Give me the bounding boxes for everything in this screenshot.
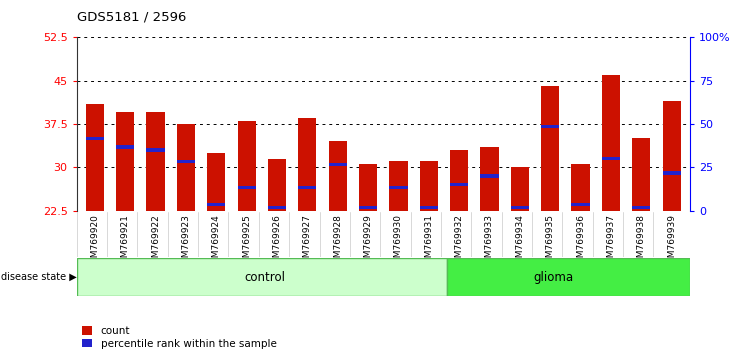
Bar [328,141,347,211]
Bar [541,86,559,211]
Bar [207,203,226,206]
Bar [632,206,650,209]
Text: GSM769922: GSM769922 [151,214,160,269]
Bar [602,75,620,211]
Bar [389,186,407,189]
Bar [359,164,377,211]
Text: GSM769939: GSM769939 [667,214,676,269]
Text: GSM769921: GSM769921 [120,214,130,269]
Bar [147,112,165,211]
Bar [480,175,499,177]
Bar [511,206,529,209]
Bar [77,258,447,296]
Text: GDS5181 / 2596: GDS5181 / 2596 [77,10,186,23]
Text: GSM769934: GSM769934 [515,214,524,269]
Bar [299,118,317,211]
Bar [268,159,286,211]
Bar [116,145,134,149]
Text: GSM769933: GSM769933 [485,214,494,269]
Bar [663,171,681,175]
Bar [602,157,620,160]
Text: GSM769936: GSM769936 [576,214,585,269]
Bar [359,206,377,209]
Text: GSM769927: GSM769927 [303,214,312,269]
Text: GSM769928: GSM769928 [333,214,342,269]
Text: GSM769932: GSM769932 [455,214,464,269]
Text: glioma: glioma [533,270,573,284]
Text: disease state ▶: disease state ▶ [1,272,77,282]
Bar [177,160,195,163]
Text: GSM769937: GSM769937 [607,214,615,269]
Bar [237,121,255,211]
Bar [541,125,559,129]
Bar [420,206,438,209]
Bar [299,186,317,189]
Text: GSM769929: GSM769929 [364,214,372,269]
Text: GSM769930: GSM769930 [394,214,403,269]
Text: GSM769926: GSM769926 [272,214,282,269]
Bar [480,147,499,211]
Bar [389,161,407,211]
Bar [328,163,347,166]
Bar [85,137,104,140]
Bar [572,164,590,211]
Bar [663,101,681,211]
Text: GSM769925: GSM769925 [242,214,251,269]
Text: GSM769931: GSM769931 [424,214,434,269]
Text: GSM769938: GSM769938 [637,214,646,269]
Bar [572,203,590,206]
Bar [147,148,165,152]
Text: GSM769920: GSM769920 [91,214,99,269]
Bar [450,183,468,186]
Bar [447,258,690,296]
Text: control: control [245,270,285,284]
Bar [420,161,438,211]
Bar [207,153,226,211]
Text: GSM769935: GSM769935 [546,214,555,269]
Bar [632,138,650,211]
Text: GSM769924: GSM769924 [212,214,220,269]
Bar [511,167,529,211]
Legend: count, percentile rank within the sample: count, percentile rank within the sample [82,326,277,349]
Bar [268,206,286,209]
Bar [450,150,468,211]
Bar [85,104,104,211]
Bar [177,124,195,211]
Text: GSM769923: GSM769923 [182,214,191,269]
Bar [116,112,134,211]
Bar [237,186,255,189]
